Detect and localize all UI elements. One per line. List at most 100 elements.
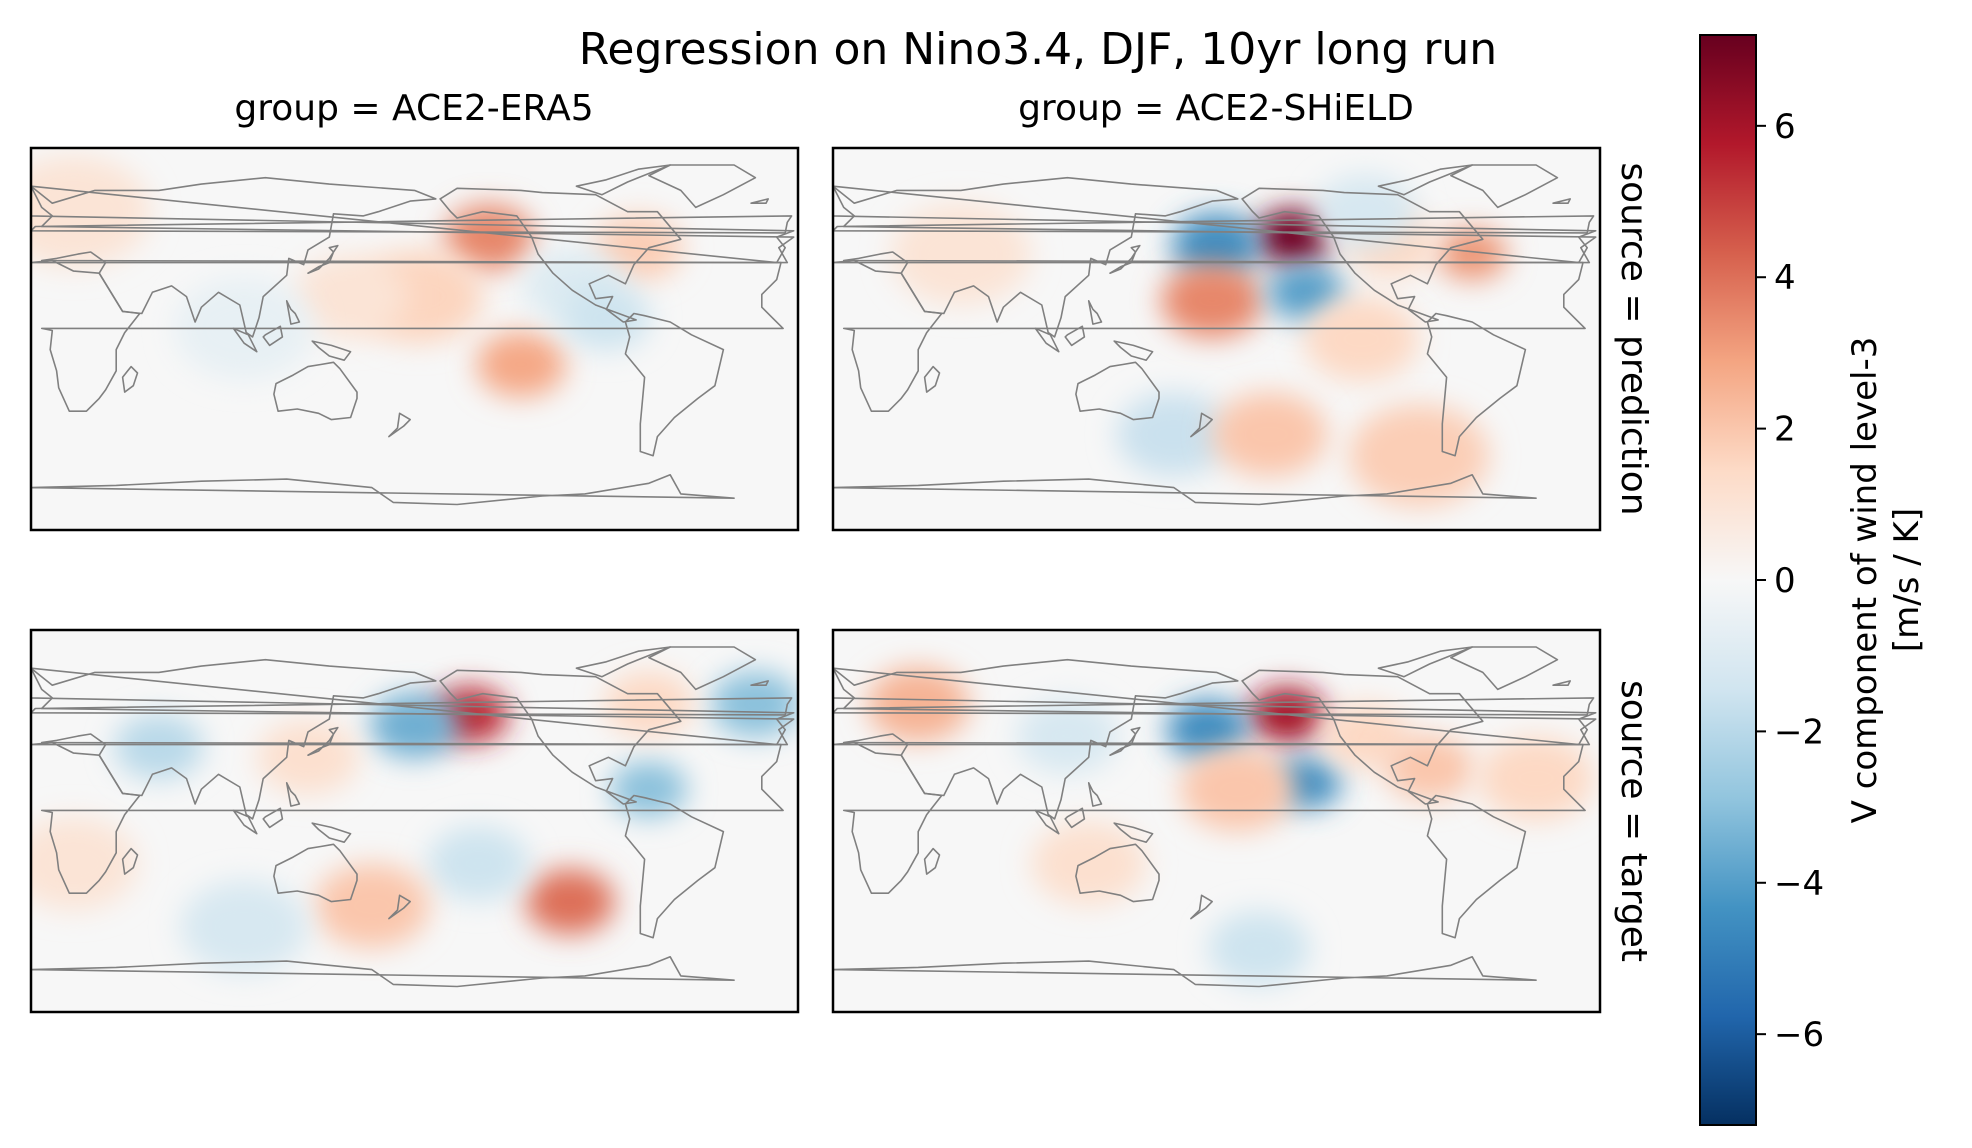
colorbar-tick-label: −2 (1774, 712, 1824, 752)
chart-title: Regression on Nino3.4, DJF, 10yr long ru… (579, 24, 1497, 75)
coastline (1087, 300, 1103, 325)
anomaly-blob (610, 761, 688, 818)
anomaly-blob (1437, 228, 1508, 280)
coastline (1034, 327, 1060, 353)
colorbar-tick-label: 0 (1774, 561, 1796, 601)
colorbar-tick-label: 2 (1774, 410, 1796, 450)
coastline (1450, 164, 1559, 209)
coastline (833, 741, 1586, 894)
coastline (833, 176, 1597, 338)
coastline (624, 312, 725, 457)
colorbar-tick-label: 6 (1774, 107, 1796, 147)
coastline (311, 822, 352, 843)
coastline (121, 365, 139, 393)
panel-frame-target-shield (831, 628, 1602, 1014)
panel-frame-target-era5 (29, 628, 800, 1014)
coastline (1450, 646, 1559, 691)
anomaly-blob (1212, 392, 1328, 477)
coastline (31, 741, 784, 894)
coastline (388, 894, 411, 920)
coastline (439, 187, 682, 323)
coastlines (31, 164, 795, 530)
coastline (1377, 164, 1473, 196)
coastline (1064, 325, 1086, 347)
column-label-0: group = ACE2-ERA5 (234, 88, 593, 129)
coastline (121, 847, 139, 875)
coastline (31, 474, 735, 530)
coastline (285, 782, 301, 807)
map-panel-target-shield (833, 630, 1600, 1012)
coastline (1109, 726, 1141, 756)
anomaly-blob (1031, 821, 1147, 906)
coastline (833, 697, 1595, 716)
coastlines (833, 164, 1597, 530)
coastline (232, 809, 258, 835)
coastline (750, 680, 769, 686)
anomaly-blob (1478, 736, 1594, 821)
coastline (833, 215, 1595, 234)
coastline (833, 956, 1537, 1012)
anomaly-blob (293, 254, 409, 339)
coastline (575, 646, 671, 678)
coastline (31, 176, 795, 338)
coastline (833, 658, 1597, 820)
coastline (833, 185, 1597, 264)
coastline (648, 646, 757, 691)
anomaly-blob (476, 331, 566, 398)
coastline (1426, 794, 1527, 939)
coastline (31, 185, 795, 264)
coastline (31, 259, 784, 412)
colorbar-label: V component of wind level-3 (1845, 337, 1885, 824)
coastline (1064, 807, 1086, 829)
coastline (1552, 680, 1571, 686)
coastline (388, 412, 411, 438)
coastline (648, 164, 757, 209)
colorbar-ticks: 6 4 2 0 −2 −4 −6 (1756, 107, 1824, 1055)
anomaly-blob (1016, 698, 1119, 774)
map-panel-target-era5 (31, 630, 798, 1012)
anomaly-blob (1384, 735, 1475, 801)
coastline (273, 843, 358, 903)
colorbar-tick-label: −6 (1774, 1015, 1824, 1055)
colorbar-units: [m/s / K] (1887, 508, 1927, 652)
anomaly-blob (31, 155, 151, 268)
coastline (31, 658, 795, 820)
coastline (1113, 340, 1154, 361)
coastline (1075, 843, 1160, 903)
coastline (1087, 782, 1103, 807)
panel-frame-prediction-shield (831, 146, 1602, 532)
anomaly-blob (114, 714, 204, 780)
anomaly-blob (314, 863, 430, 948)
anomaly-blob (1303, 296, 1419, 382)
coastline (262, 325, 284, 347)
anomaly-blob (1314, 174, 1417, 250)
coastline (575, 164, 671, 196)
coastline (1552, 198, 1571, 204)
coastline (1377, 646, 1473, 678)
anomaly-blob (710, 671, 798, 737)
coastline (833, 259, 1586, 412)
coastline (31, 667, 795, 746)
anomaly-blob (525, 868, 615, 935)
coastline (439, 669, 682, 805)
coastline (31, 697, 793, 716)
coastlines (31, 646, 795, 1012)
coastline (1109, 244, 1141, 274)
panel-frame-prediction-era5 (29, 146, 800, 532)
anomaly-blob (1207, 910, 1311, 986)
coastline (750, 198, 769, 204)
coastline (1190, 894, 1213, 920)
anomaly-blob (31, 816, 138, 911)
colorbar-tick-label: 4 (1774, 258, 1796, 298)
anomaly-blob (180, 880, 308, 974)
map-panel-prediction-era5 (31, 148, 798, 530)
anomaly-blob (867, 666, 970, 742)
coastline (624, 794, 725, 939)
field-layer (31, 671, 798, 974)
row-label-1: source = target (1613, 680, 1654, 962)
coastline (232, 327, 258, 353)
coastline (1241, 669, 1484, 805)
coastline (1075, 361, 1160, 421)
anomaly-blob (1267, 264, 1345, 321)
